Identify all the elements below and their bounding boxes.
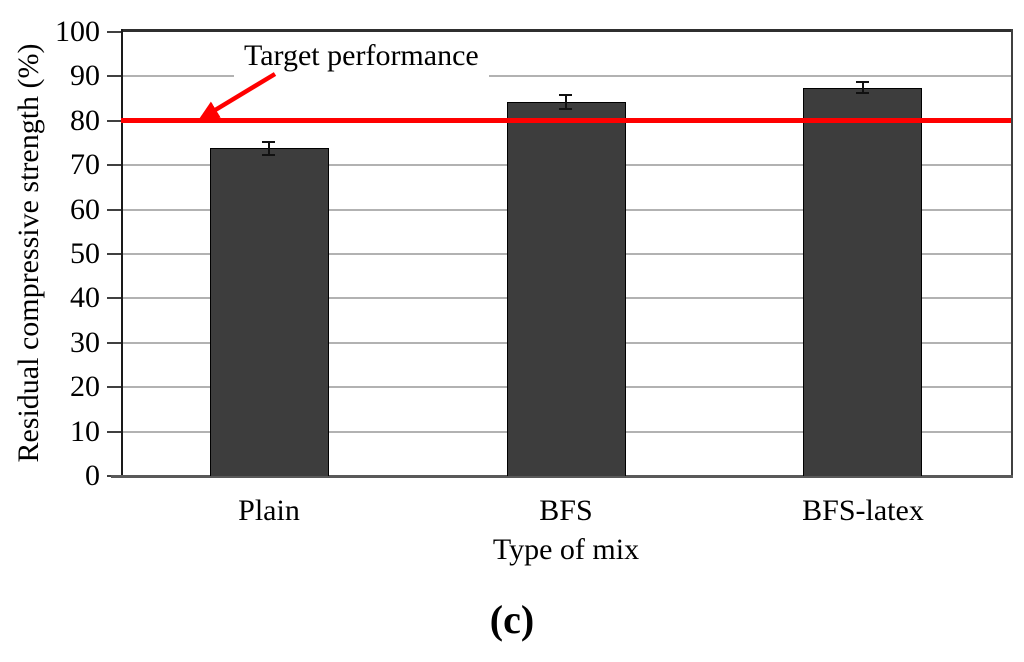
y-tick-label: 90 xyxy=(70,59,100,93)
target-performance-line xyxy=(121,118,1011,124)
y-tick-label: 70 xyxy=(70,148,100,182)
y-tick-label: 30 xyxy=(70,325,100,359)
y-tick-label: 20 xyxy=(70,370,100,404)
x-axis-line xyxy=(111,475,1013,478)
y-tick-mark xyxy=(107,164,121,167)
bar-bfs xyxy=(507,102,626,476)
plot-border-right xyxy=(1011,29,1013,476)
error-bar-cap-top xyxy=(262,140,275,143)
y-tick-mark xyxy=(107,75,121,78)
error-bar-line xyxy=(268,141,270,155)
error-bar-cap-bottom xyxy=(559,107,572,110)
y-tick-mark xyxy=(107,31,121,33)
y-tick-mark xyxy=(107,430,121,433)
y-tick-mark xyxy=(107,253,121,255)
y-tick-label: 60 xyxy=(70,192,100,226)
y-tick-label: 10 xyxy=(70,414,100,448)
y-tick-label: 80 xyxy=(70,103,100,137)
y-tick-label: 0 xyxy=(85,459,100,492)
y-gridline xyxy=(121,75,1011,78)
bar-plain xyxy=(210,148,329,476)
plot-border-top xyxy=(121,29,1013,32)
x-category-label: BFS xyxy=(539,494,593,527)
y-tick-mark xyxy=(107,297,121,300)
error-bar-line xyxy=(862,82,864,93)
y-tick-mark xyxy=(107,386,121,389)
x-axis-title: Type of mix xyxy=(492,533,640,566)
y-tick-label: 50 xyxy=(70,237,100,270)
y-axis-line xyxy=(121,29,123,476)
error-bar-cap-bottom xyxy=(262,153,275,156)
error-bar-cap-bottom xyxy=(856,91,869,94)
annotation-arrow-icon xyxy=(198,72,277,121)
error-bar-cap-top xyxy=(559,94,572,97)
y-tick-mark xyxy=(107,208,121,211)
y-tick-label: 100 xyxy=(55,15,100,48)
figure-caption: (c) xyxy=(489,597,535,642)
x-category-label: Plain xyxy=(238,494,300,527)
x-category-label: BFS-latex xyxy=(802,494,924,527)
target-performance-label: Target performance xyxy=(234,37,489,81)
error-bar-line xyxy=(565,95,567,109)
bar-bfs-latex xyxy=(803,87,922,476)
error-bar-cap-top xyxy=(856,81,869,84)
y-tick-label: 40 xyxy=(70,281,100,315)
y-tick-mark xyxy=(107,119,121,122)
y-tick-mark xyxy=(107,341,121,344)
